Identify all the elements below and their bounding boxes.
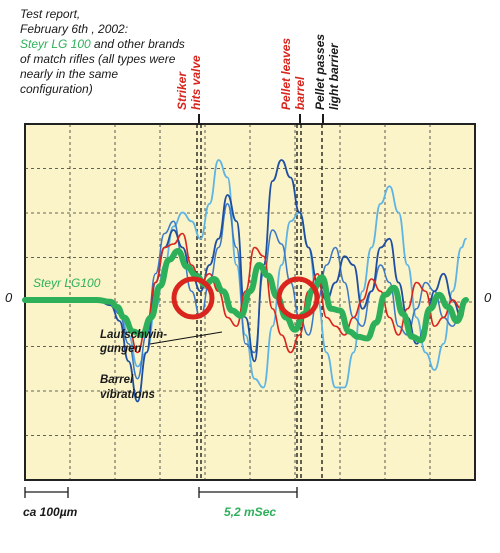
marker-pellet-passes-line2: light barrier: [327, 42, 341, 110]
header-line-2: February 6th , 2002:: [20, 22, 128, 36]
highlight-circle-striker: [171, 276, 215, 320]
laufschwin-label-2: gungen: [99, 343, 142, 355]
header-line-6: configuration): [20, 82, 93, 96]
marker-striker-line1: Striker: [175, 71, 189, 110]
zero-label-right: 0: [484, 290, 492, 305]
marker-striker-line2: hits valve: [189, 55, 203, 110]
marker-pellet-leaves-line2: barrel: [293, 76, 307, 110]
marker-pellet-passes-line1: Pellet passes: [313, 34, 327, 110]
highlight-circle-pellet: [276, 276, 320, 320]
header-line-5: nearly in the same: [20, 67, 118, 81]
brand-name: Steyr LG 100: [20, 37, 91, 51]
header-line-3-rest: and other brands: [91, 37, 185, 51]
barrel-label-1: Barrel: [100, 374, 134, 386]
scale-bar-time: [198, 487, 298, 498]
zero-label-left: 0: [5, 290, 13, 305]
scale-label-distance: ca 100µm: [23, 505, 78, 519]
barrel-label-2: vibrations: [100, 389, 155, 401]
header-line-4: of match rifles (all types were: [20, 52, 176, 66]
steyr-series-label: Steyr LG100: [33, 276, 101, 290]
series-line-1: [96, 232, 467, 354]
scale-bar-distance: [24, 487, 69, 498]
marker-pellet-leaves-line1: Pellet leaves: [279, 38, 293, 110]
laufschwin-label-1: Laufschwin-: [100, 329, 167, 341]
header-line-3: Steyr LG 100 and other brands: [20, 37, 185, 51]
leader-line: [149, 331, 223, 345]
scale-label-time: 5,2 mSec: [224, 505, 276, 519]
header-line-1: Test report,: [20, 7, 80, 21]
header-note: Test report, February 6th , 2002: Steyr …: [20, 7, 185, 96]
